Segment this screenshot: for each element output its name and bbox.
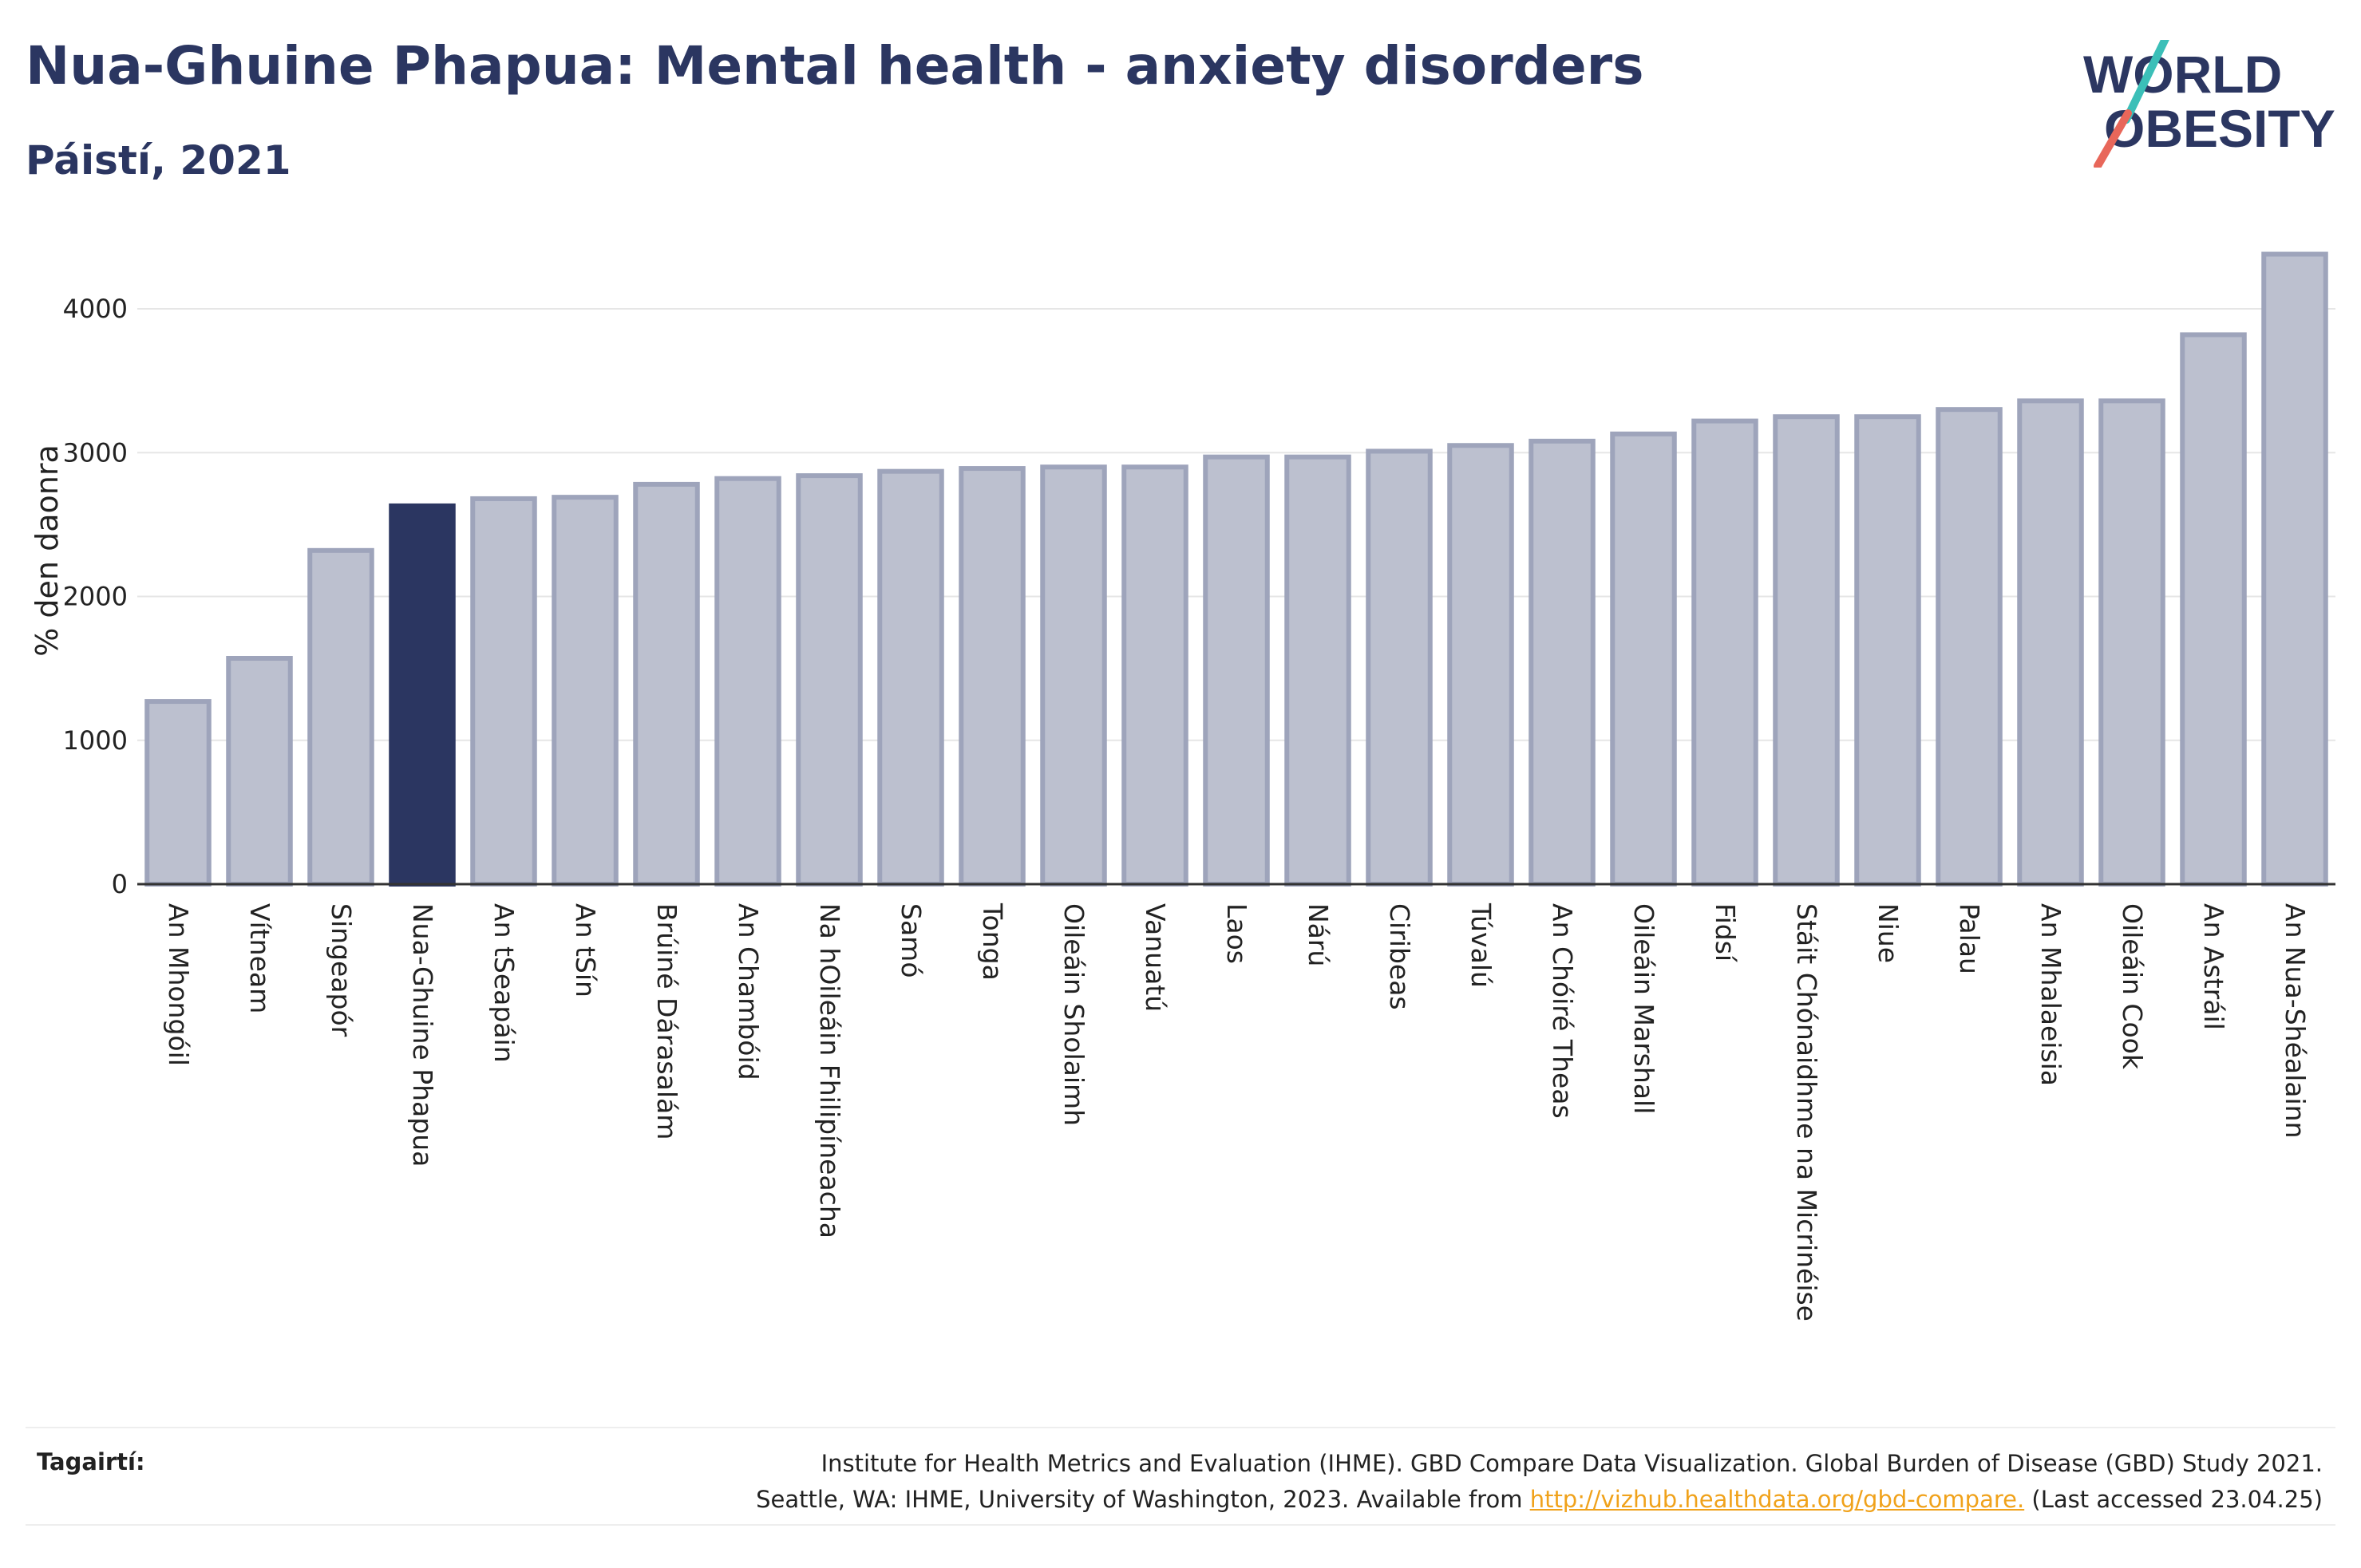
x-category-label: An Mhongóil xyxy=(163,903,194,1066)
x-category-label: An Astráil xyxy=(2198,903,2229,1030)
reference-line-2-suffix: (Last accessed 23.04.25) xyxy=(2031,1486,2323,1513)
x-category-label: Tonga xyxy=(977,902,1008,981)
bar xyxy=(1854,414,1921,887)
bar xyxy=(2261,251,2328,887)
bar xyxy=(796,473,863,887)
x-category-label: Oileáin Cook xyxy=(2117,903,2148,1070)
bar xyxy=(470,496,537,887)
y-axis-label: % den daonra xyxy=(30,444,65,657)
y-tick-label: 4000 xyxy=(63,294,128,324)
reference-link[interactable]: http://vizhub.healthdata.org/gbd-compare… xyxy=(1529,1486,2025,1513)
bar xyxy=(144,699,212,887)
bar xyxy=(226,656,293,887)
bar xyxy=(633,481,700,887)
bar xyxy=(714,476,781,887)
chart-title: Nua-Ghuine Phapua: Mental health - anxie… xyxy=(26,35,1644,97)
logo-text-world: WORLD xyxy=(2083,45,2282,104)
footer-divider-top xyxy=(26,1427,2335,1428)
bars xyxy=(144,251,2328,887)
bar xyxy=(2098,398,2165,887)
x-category-label: Vítneam xyxy=(244,903,275,1013)
bar xyxy=(1610,431,1677,887)
logo-text-obesity: OBESITY xyxy=(2104,99,2335,158)
bar xyxy=(1691,418,1758,887)
bar xyxy=(1366,448,1433,887)
logo-slash-coral xyxy=(2094,109,2132,168)
x-category-label: Túvalú xyxy=(1465,902,1497,988)
chart-subtitle: Páistí, 2021 xyxy=(26,137,291,184)
y-tick-label: 0 xyxy=(112,869,128,899)
bar xyxy=(877,468,944,887)
bar xyxy=(959,466,1026,887)
x-category-label: An Chambóid xyxy=(733,903,764,1080)
x-category-label: An tSín xyxy=(570,903,601,997)
reference-line-2: Seattle, WA: IHME, University of Washing… xyxy=(487,1482,2323,1518)
x-category-label: Vanuatú xyxy=(1140,903,1171,1012)
bar xyxy=(1284,454,1351,887)
bar xyxy=(1529,438,1596,887)
x-category-label: An Nua-Shéalainn xyxy=(2280,903,2311,1139)
reference-line-2-text: Seattle, WA: IHME, University of Washing… xyxy=(756,1486,1523,1513)
x-category-label: Stáit Chónaidhme na Micrinéise xyxy=(1791,903,1822,1321)
x-category-label: Oileáin Marshall xyxy=(1628,903,1659,1114)
bar xyxy=(2180,332,2247,887)
x-category-label: Nua-Ghuine Phapua xyxy=(407,903,438,1167)
bar xyxy=(1040,464,1107,887)
x-category-label: Samó xyxy=(896,903,927,978)
x-category-label: Oileáin Sholaimh xyxy=(1058,903,1090,1126)
y-tick-label: 1000 xyxy=(63,725,128,756)
x-category-label: An Chóiré Theas xyxy=(1547,903,1578,1119)
bar xyxy=(389,503,456,887)
x-category-label: Fidsí xyxy=(1710,903,1741,963)
x-category-label: Palau xyxy=(1954,903,1985,974)
bar xyxy=(1203,454,1270,887)
references-text: Institute for Health Metrics and Evaluat… xyxy=(487,1446,2323,1518)
y-tick-label: 3000 xyxy=(63,437,128,468)
bar xyxy=(1121,464,1188,887)
x-category-label: An tSeapáin xyxy=(488,903,520,1063)
world-obesity-logo: WORLD OBESITY xyxy=(2083,40,2335,168)
x-category-label: Niue xyxy=(1873,903,1904,963)
bar xyxy=(1936,407,2003,887)
x-category-label: Ciribeas xyxy=(1384,903,1415,1010)
bar xyxy=(307,547,374,887)
bar xyxy=(1773,414,1840,887)
logo-slash-teal xyxy=(2122,40,2169,124)
x-category-label: Laos xyxy=(1221,903,1252,964)
y-axis-ticks: 0 1000 2000 3000 4000 xyxy=(63,294,128,899)
x-category-label: Na hOileáin Fhilipíneacha xyxy=(814,903,845,1238)
x-category-label: An Mhalaeisia xyxy=(2035,903,2066,1086)
x-category-label: Brúiné Dárasalám xyxy=(651,903,682,1139)
references-label: Tagairtí: xyxy=(37,1448,145,1475)
footer-divider-bottom xyxy=(26,1524,2335,1526)
bar xyxy=(2017,398,2084,887)
x-category-label: Singeapór xyxy=(326,903,357,1037)
y-tick-label: 2000 xyxy=(63,582,128,612)
bar xyxy=(1447,443,1514,887)
bar xyxy=(552,495,619,887)
reference-line-1: Institute for Health Metrics and Evaluat… xyxy=(821,1450,2323,1477)
x-axis-labels: An Mhongóil Vítneam Singeapór Nua-Ghuine Ph… xyxy=(163,902,2311,1321)
x-category-label: Nárú xyxy=(1303,903,1334,966)
